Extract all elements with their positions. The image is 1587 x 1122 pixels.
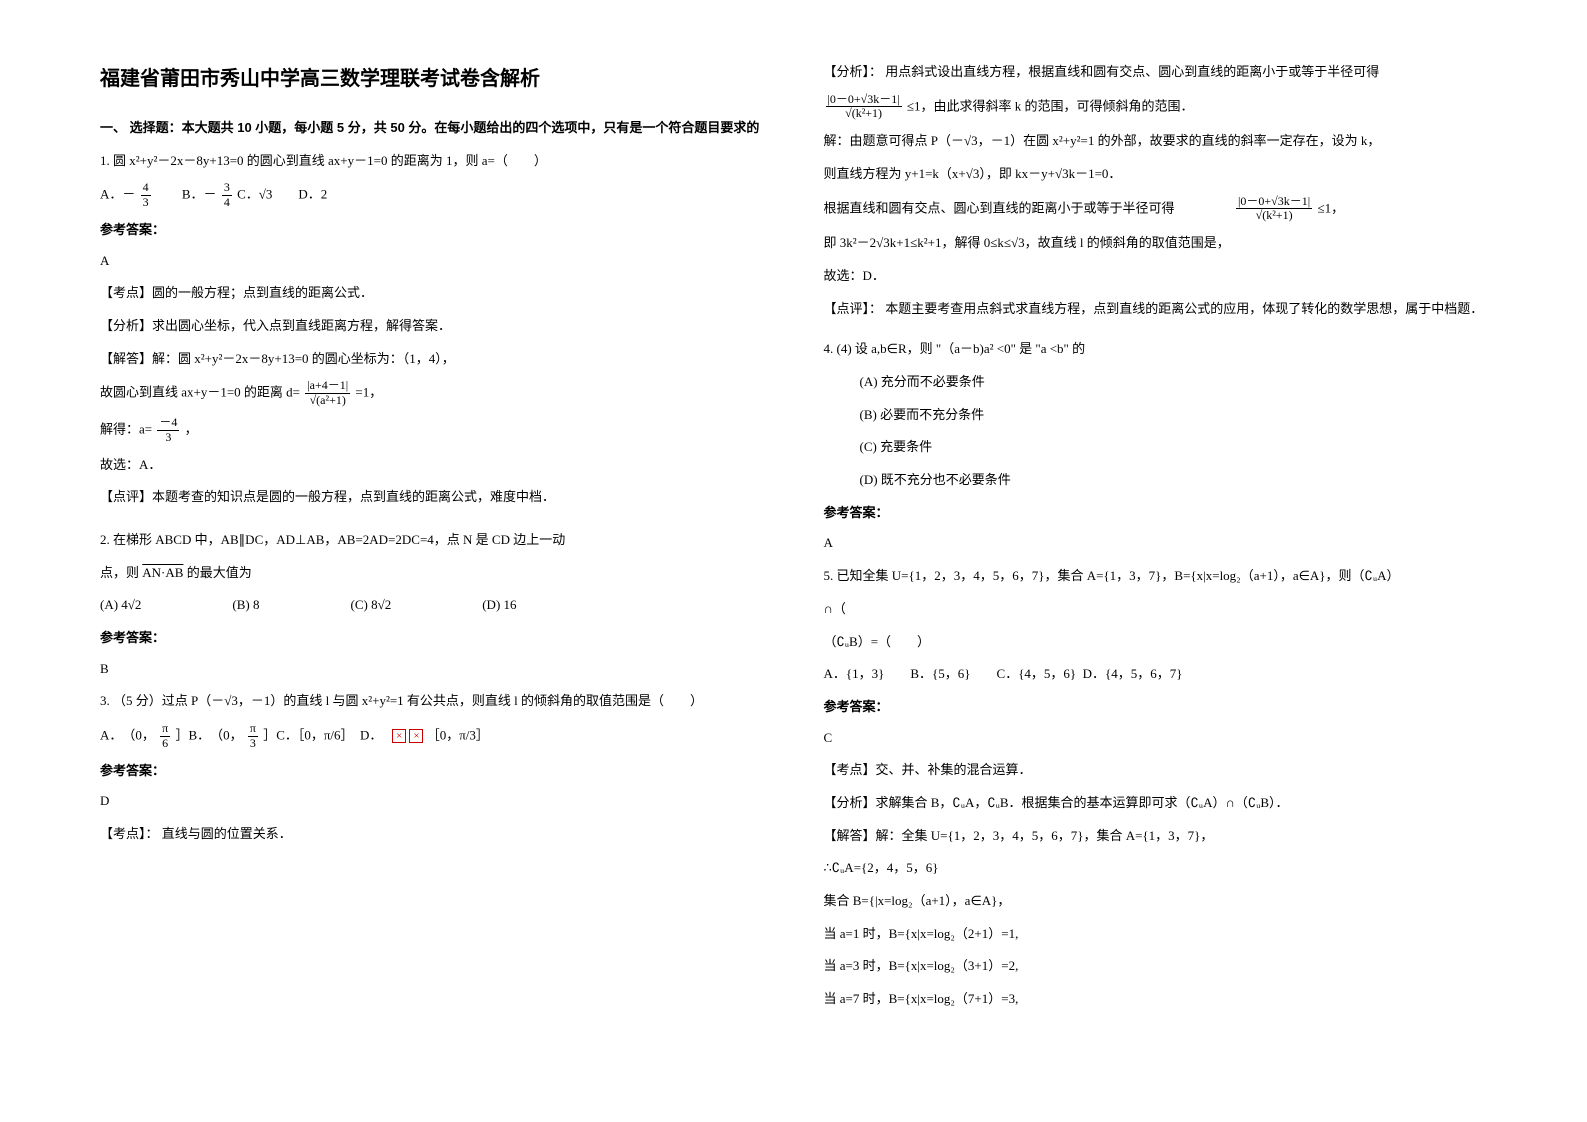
q3-answer-label: 参考答案：	[100, 759, 764, 784]
q1-fenxi: 【分析】求出圆心坐标，代入点到直线距离方程，解得答案．	[100, 314, 764, 339]
q1-opt-a-prefix: A．－	[100, 187, 135, 202]
q5-options: A．{1，3} B．{5，6} C．{4，5，6} D．{4，5，6，7}	[824, 662, 1488, 687]
q2-stem-line1: 2. 在梯形 ABCD 中，AB∥DC，AD⊥AB，AB=2AD=2DC=4，点…	[100, 528, 764, 553]
q2-stem-line2: 点，则 AN·AB 的最大值为	[100, 561, 764, 586]
q3-fenxi: 【分析】： 用点斜式设出直线方程，根据直线和圆有交点、圆心到直线的距离小于或等于…	[824, 60, 1488, 85]
q5-jieda-4: 当 a=1 时，B={x|x=log₂（2+1）=1,	[824, 922, 1488, 947]
broken-image-icon: ×	[409, 729, 423, 743]
q3-opt-b-frac: π 3	[248, 722, 258, 751]
q1-dianping: 【点评】本题考查的知识点是圆的一般方程，点到直线的距离公式，难度中档．	[100, 485, 764, 510]
q2-answer-label: 参考答案：	[100, 626, 764, 651]
q3-options: A． （0， π 6 ］B． （0， π 3 ］C．［0，π/6］ D． × ×…	[100, 722, 764, 751]
q5-jieda-3: 集合 B={|x=log₂（a+1），a∈A}，	[824, 889, 1488, 914]
left-column: 福建省莆田市秀山中学高三数学理联考试卷含解析 一、 选择题：本大题共 10 小题…	[100, 60, 764, 1020]
q4-opt-a: (A) 充分而不必要条件	[824, 370, 1488, 395]
q1-opt-b-frac: 3 4	[222, 181, 232, 210]
q5-fenxi: 【分析】求解集合 B，∁ᵤA，∁ᵤB．根据集合的基本运算即可求（∁ᵤA）∩（∁ᵤ…	[824, 791, 1488, 816]
q4-answer: A	[824, 531, 1488, 556]
q3-answer: D	[100, 789, 764, 814]
q3-jieda-2: 则直线方程为 y+1=k（x+√3），即 kx－y+√3k－1=0．	[824, 162, 1488, 187]
q5-stem-3: （∁ᵤB）=（ ）	[824, 630, 1488, 655]
q5-kaodian: 【考点】交、并、补集的混合运算．	[824, 758, 1488, 783]
page: 福建省莆田市秀山中学高三数学理联考试卷含解析 一、 选择题：本大题共 10 小题…	[100, 60, 1487, 1020]
q3-jieda-4: 即 3k²－2√3k+1≤k²+1，解得 0≤k≤√3，故直线 l 的倾斜角的取…	[824, 231, 1488, 256]
q1-answer: A	[100, 249, 764, 274]
q3-jieda-5: 故选：D．	[824, 264, 1488, 289]
q4-stem: 4. (4) 设 a,b∈R，则 "（a－b)a² <0" 是 "a <b" 的	[824, 337, 1488, 362]
q1-opt-cd: C．√3 D．2	[237, 187, 327, 202]
section-1-heading: 一、 选择题：本大题共 10 小题，每小题 5 分，共 50 分。在每小题给出的…	[100, 116, 764, 141]
q1-jieda-1: 【解答】解：圆 x²+y²－2x－8y+13=0 的圆心坐标为：（1，4），	[100, 347, 764, 372]
q2-answer: B	[100, 657, 764, 682]
q3-fx-frac: |0－0+√3k－1| √(k²+1)	[826, 93, 902, 122]
q5-jieda-6: 当 a=7 时，B={x|x=log₂（7+1）=3,	[824, 987, 1488, 1012]
q5-stem-1: 5. 已知全集 U={1，2，3，4，5，6，7}，集合 A={1，3，7}，B…	[824, 564, 1488, 589]
q4-opt-d: (D) 既不充分也不必要条件	[824, 468, 1488, 493]
q4-opt-c: (C) 充要条件	[824, 435, 1488, 460]
q3-fenxi-frac: |0－0+√3k－1| √(k²+1) ≤1，由此求得斜率 k 的范围，可得倾斜…	[824, 93, 1488, 122]
q1-stem: 1. 圆 x²+y²－2x－8y+13=0 的圆心到直线 ax+y－1=0 的距…	[100, 149, 764, 174]
q1-kaodian: 【考点】圆的一般方程；点到直线的距离公式．	[100, 281, 764, 306]
q3-jieda-1: 解：由题意可得点 P（－√3，－1）在圆 x²+y²=1 的外部，故要求的直线的…	[824, 129, 1488, 154]
q5-answer-label: 参考答案：	[824, 695, 1488, 720]
q1-opt-a-frac: 4 3	[141, 181, 151, 210]
q5-jieda-5: 当 a=3 时，B={x|x=log₂（3+1）=2,	[824, 954, 1488, 979]
q3-kaodian: 【考点】： 直线与圆的位置关系．	[100, 822, 764, 847]
q1-a-frac: －4 3	[157, 416, 179, 445]
q1-distance-frac: |a+4－1| √(a²+1)	[305, 379, 350, 408]
q1-jieda-2: 故圆心到直线 ax+y－1=0 的距离 d= |a+4－1| √(a²+1) =…	[100, 379, 764, 408]
q5-stem-2: ∩（	[824, 597, 1488, 622]
q1-jieda-3: 解得：a= －4 3 ，	[100, 416, 764, 445]
broken-image-icon: ×	[392, 729, 406, 743]
q4-answer-label: 参考答案：	[824, 501, 1488, 526]
doc-title: 福建省莆田市秀山中学高三数学理联考试卷含解析	[100, 60, 764, 98]
q4-opt-b: (B) 必要而不充分条件	[824, 403, 1488, 428]
q1-jieda-4: 故选：A．	[100, 453, 764, 478]
right-column: 【分析】： 用点斜式设出直线方程，根据直线和圆有交点、圆心到直线的距离小于或等于…	[824, 60, 1488, 1020]
q2-options: (A) 4√2 (B) 8 (C) 8√2 (D) 16	[100, 593, 764, 618]
q3-jieda-3: 根据直线和圆有交点、圆心到直线的距离小于或等于半径可得 |0－0+√3k－1| …	[824, 195, 1488, 224]
q5-answer: C	[824, 726, 1488, 751]
q2-vector: AN·AB	[142, 565, 183, 580]
q3-stem: 3. （5 分）过点 P（－√3，－1）的直线 l 与圆 x²+y²=1 有公共…	[100, 689, 764, 714]
q3-jd3-frac: |0－0+√3k－1| √(k²+1)	[1236, 195, 1312, 224]
q3-opt-a-frac: π 6	[160, 722, 170, 751]
q1-answer-label: 参考答案：	[100, 218, 764, 243]
q3-dianping: 【点评】： 本题主要考查用点斜式求直线方程，点到直线的距离公式的应用，体现了转化…	[824, 297, 1488, 322]
q5-jieda-1: 【解答】解：全集 U={1，2，3，4，5，6，7}，集合 A={1，3，7}，	[824, 824, 1488, 849]
q5-jieda-2: ∴∁ᵤA={2，4，5，6}	[824, 856, 1488, 881]
q1-opt-b-prefix: B．－	[156, 187, 217, 202]
q1-options: A．－ 4 3 B．－ 3 4 C．√3 D．2	[100, 181, 764, 210]
